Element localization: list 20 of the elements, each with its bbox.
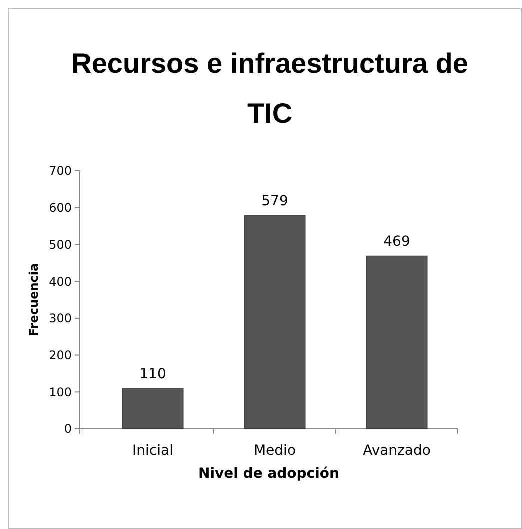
y-tick-label: 500 <box>49 238 72 252</box>
data-label: 110 <box>140 366 166 382</box>
y-axis-title: Frecuencia <box>27 263 41 337</box>
x-tick-label: Avanzado <box>363 443 431 459</box>
x-tick-label: Inicial <box>132 443 174 459</box>
y-tick-label: 600 <box>49 201 72 216</box>
y-tick-label: 400 <box>49 274 72 289</box>
y-tick-label: 100 <box>49 385 72 400</box>
data-label: 579 <box>262 194 288 210</box>
y-tick-label: 0 <box>64 422 72 436</box>
y-tick-label: 700 <box>49 164 72 178</box>
bar <box>366 256 428 430</box>
bar <box>122 388 184 430</box>
chart-title: Recursos e infraestructura de TIC <box>72 48 468 129</box>
x-axis-title: Nivel de adopción <box>198 466 340 482</box>
x-tick-label: Medio <box>254 443 296 459</box>
bar <box>244 215 306 430</box>
y-tick-label: 300 <box>49 312 72 326</box>
data-label: 469 <box>384 234 410 250</box>
y-tick-label: 200 <box>49 348 72 362</box>
